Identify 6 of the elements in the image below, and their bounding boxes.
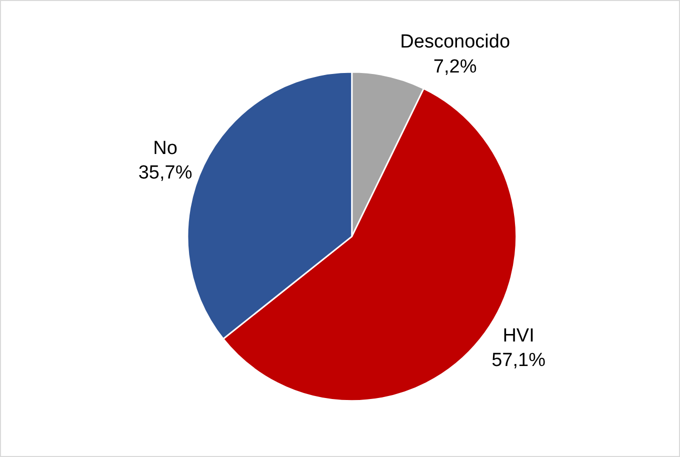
data-label: 7,2% [433,56,477,78]
slice-label: No [153,138,178,159]
slice-label: Desconocido [400,32,510,53]
data-label: 35,7% [138,162,192,184]
data-label: 57,1% [492,350,546,372]
slice-label: HVI [502,325,534,346]
